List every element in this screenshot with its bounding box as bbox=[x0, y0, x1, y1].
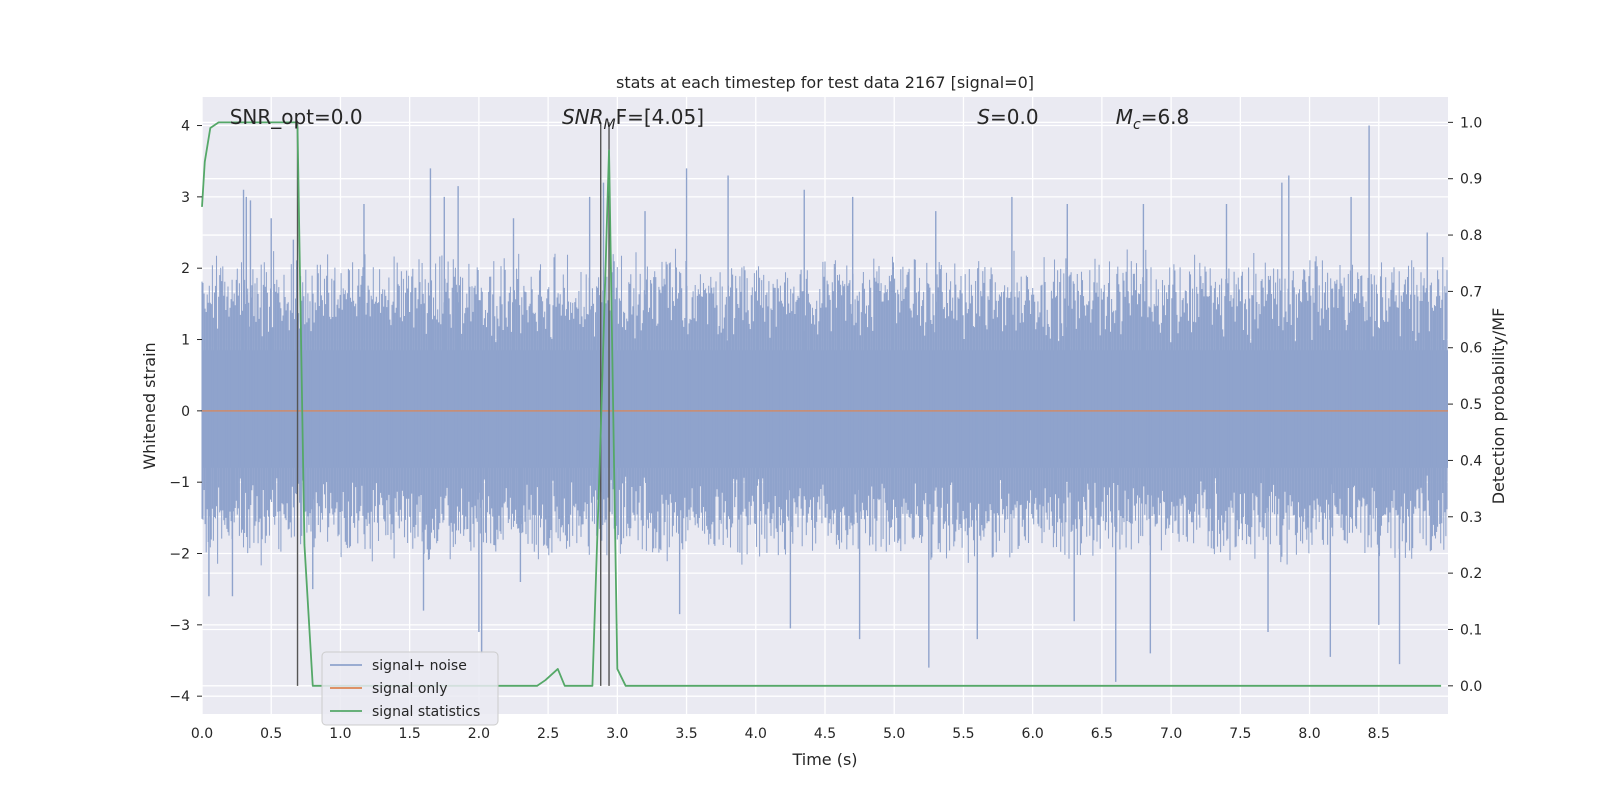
x-tick-label: 6.5 bbox=[1091, 726, 1113, 742]
legend: signal+ noise signal only signal statistic… bbox=[321, 651, 499, 726]
x-tick-label: 4.0 bbox=[745, 726, 767, 742]
x-tick-label: 1.0 bbox=[329, 726, 351, 742]
y-left-tick-label: 1 bbox=[181, 333, 190, 349]
x-tick-label: 2.0 bbox=[468, 726, 490, 742]
y-axis-label-right: Detection probability/MF bbox=[1489, 308, 1508, 505]
annotation: S=0.0 bbox=[977, 105, 1038, 129]
y-right-tick-label: 0.2 bbox=[1460, 566, 1482, 582]
annotation: SNR_opt=0.0 bbox=[230, 105, 363, 129]
x-tick-label: 2.5 bbox=[537, 726, 559, 742]
annotation-suffix: =0.0 bbox=[314, 105, 363, 129]
x-axis-label: Time (s) bbox=[791, 750, 857, 769]
x-tick-label: 1.5 bbox=[399, 726, 421, 742]
y-left-tick-label: −4 bbox=[169, 689, 190, 705]
y-right-tick-label: 0.0 bbox=[1460, 679, 1482, 695]
legend-box bbox=[321, 651, 499, 726]
y-right-tick-label: 0.9 bbox=[1460, 172, 1482, 188]
chart-title: stats at each timestep for test data 216… bbox=[616, 73, 1034, 92]
noise-trace bbox=[201, 248, 1448, 566]
series-layer bbox=[201, 121, 1448, 687]
y-right-tick-label: 0.8 bbox=[1460, 228, 1482, 244]
x-tick-label: 3.0 bbox=[606, 726, 628, 742]
y-right-tick-label: 0.3 bbox=[1460, 510, 1482, 526]
x-tick-label: 0.5 bbox=[260, 726, 282, 742]
x-tick-label: 7.5 bbox=[1229, 726, 1251, 742]
y-left-tick-label: −1 bbox=[169, 475, 190, 491]
x-tick-label: 8.0 bbox=[1298, 726, 1320, 742]
x-tick-label: 6.0 bbox=[1022, 726, 1044, 742]
annotation: Mc=6.8 bbox=[1116, 105, 1190, 133]
y-left-tick-label: 3 bbox=[181, 190, 190, 206]
y-right-tick-label: 1.0 bbox=[1460, 115, 1482, 131]
annotation-prefix: SNR bbox=[562, 105, 604, 129]
y-left-tick-label: 2 bbox=[181, 261, 190, 277]
annotation-prefix: SNR_opt bbox=[230, 105, 314, 129]
legend-label: signal statistics bbox=[372, 704, 480, 720]
x-tick-label: 5.0 bbox=[883, 726, 905, 742]
y-left-tick-label: 0 bbox=[181, 404, 190, 420]
y-right-tick-label: 0.5 bbox=[1460, 397, 1482, 413]
x-tick-label: 4.5 bbox=[814, 726, 836, 742]
x-tick-label: 7.0 bbox=[1160, 726, 1182, 742]
y-left-tick-label: −3 bbox=[169, 618, 190, 634]
signal-statistics-line bbox=[201, 121, 1442, 687]
annotation-suffix: F=[4.05] bbox=[616, 105, 704, 129]
x-tick-label: 5.5 bbox=[952, 726, 974, 742]
x-tick-label: 8.5 bbox=[1368, 726, 1390, 742]
x-tick-label: 3.5 bbox=[675, 726, 697, 742]
annotation-prefix: M bbox=[1116, 105, 1133, 129]
y-right-tick-label: 0.6 bbox=[1460, 341, 1482, 357]
legend-label: signal only bbox=[372, 681, 447, 697]
y-right-tick-label: 0.7 bbox=[1460, 284, 1482, 300]
annotation-subscript: M bbox=[604, 117, 616, 133]
y-left-tick-label: −2 bbox=[169, 547, 190, 563]
annotation-prefix: S bbox=[977, 105, 990, 129]
annotation-suffix: =0.0 bbox=[990, 105, 1039, 129]
annotations: SNR_opt=0.0 SNRMF=[4.05] S=0.0 Mc=6.8 bbox=[230, 105, 1190, 133]
y-left-tick-label: 4 bbox=[181, 119, 190, 135]
y-right-tick-label: 0.1 bbox=[1460, 622, 1482, 638]
legend-label: signal+ noise bbox=[372, 658, 467, 674]
annotation: SNRMF=[4.05] bbox=[562, 105, 704, 133]
tick-labels: 0.0 0.5 1.0 1.5 2.0 2.5 3.0 3.5 4.0 4.5 5.0 5.5 6.0 6… bbox=[169, 115, 1482, 742]
annotation-suffix: =6.8 bbox=[1141, 105, 1190, 129]
y-right-tick-label: 0.4 bbox=[1460, 453, 1482, 469]
y-axis-label-left: Whitened strain bbox=[140, 342, 159, 469]
x-tick-label: 0.0 bbox=[191, 726, 213, 742]
noise-series-layer bbox=[201, 125, 1448, 682]
annotation-subscript: c bbox=[1133, 117, 1141, 133]
